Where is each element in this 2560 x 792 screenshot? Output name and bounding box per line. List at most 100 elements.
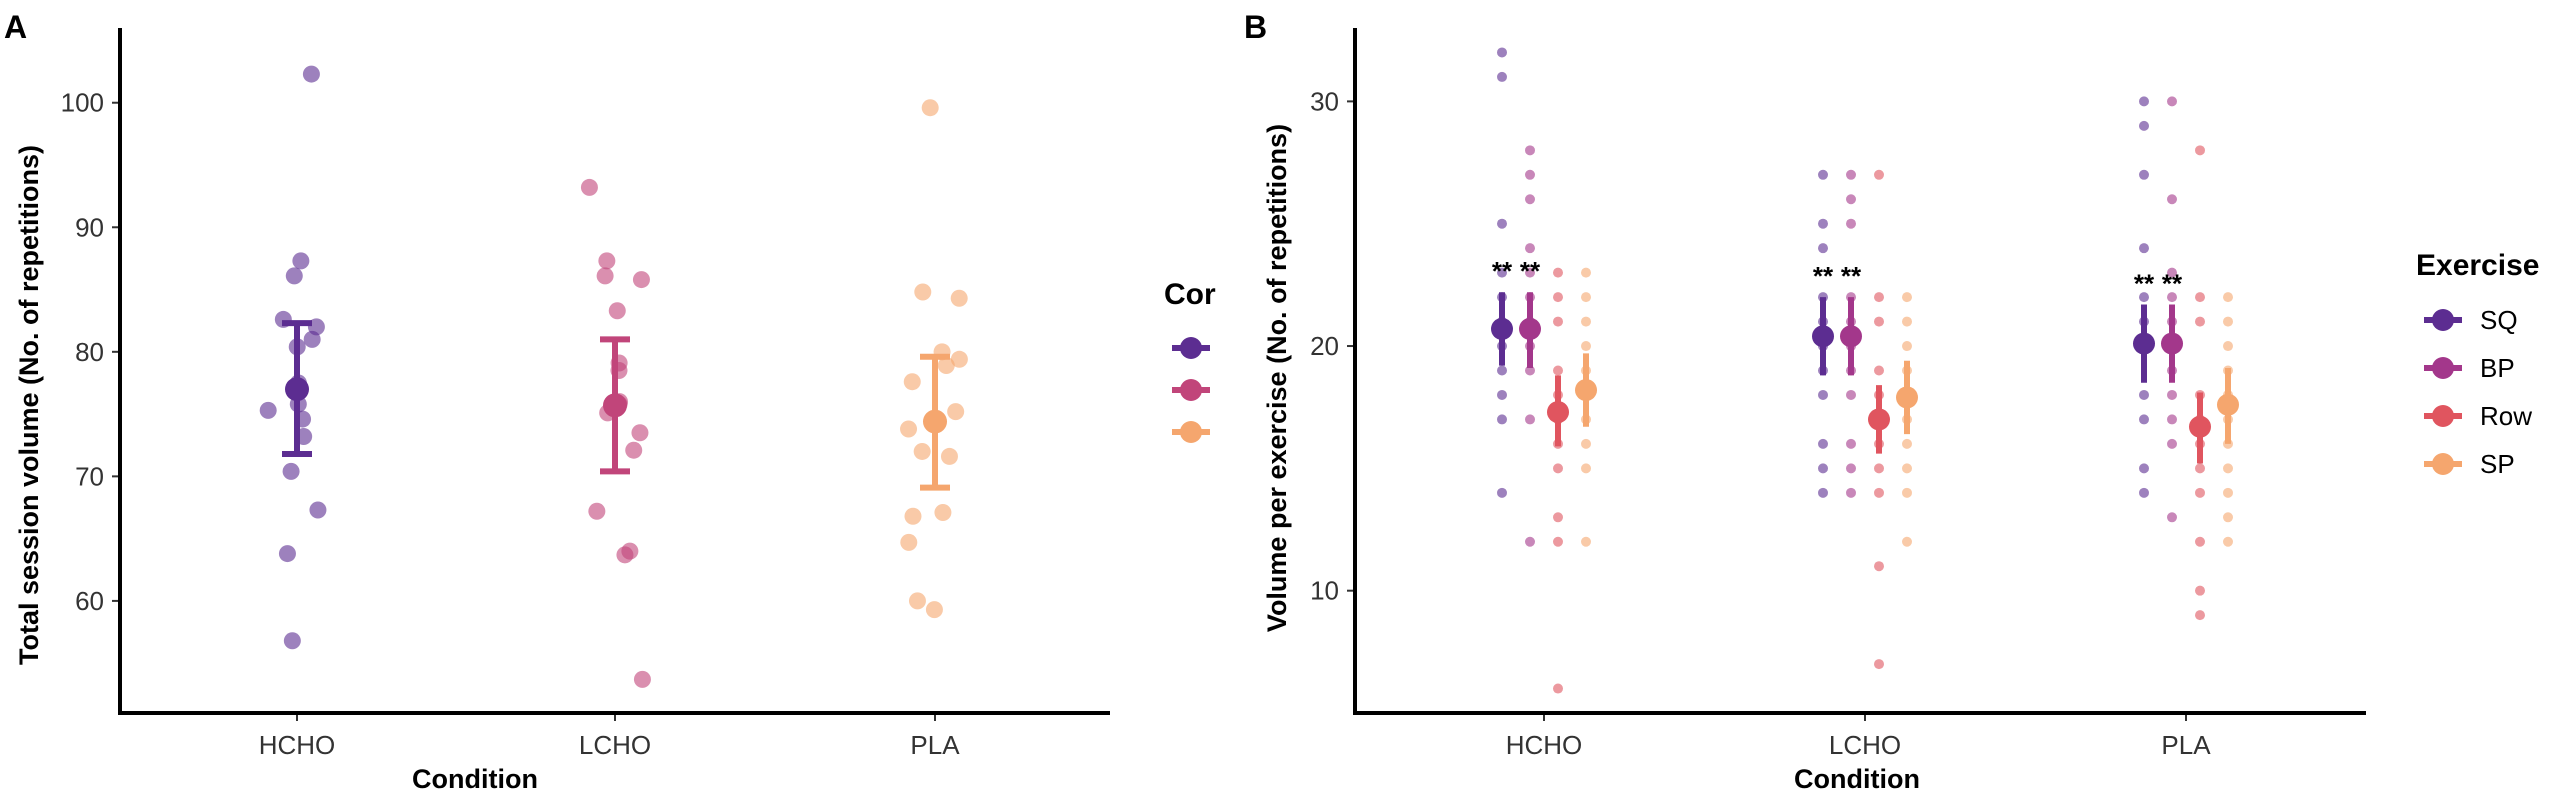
panel-b-data-point bbox=[1902, 438, 1912, 449]
panel-a-data-point bbox=[913, 442, 931, 460]
panel-b-data-point bbox=[2139, 389, 2149, 400]
panel-b-data-point bbox=[2223, 316, 2233, 327]
panel-b-data-point bbox=[2223, 292, 2233, 303]
panel-b-x-tick-label: LCHO bbox=[1829, 730, 1901, 760]
panel-b-legend-key-point bbox=[2432, 357, 2454, 379]
panel-b-mean-point bbox=[2161, 332, 2183, 355]
panel-b-legend-label: BP bbox=[2480, 353, 2515, 383]
panel-b-data-point bbox=[1553, 463, 1563, 474]
panel-a-x-tick-label: PLA bbox=[910, 730, 960, 760]
panel-b-data-point bbox=[1553, 512, 1563, 523]
panel-a-data-point bbox=[303, 330, 321, 348]
panel-b-data-point bbox=[2139, 120, 2149, 131]
panel-b-data-point bbox=[1581, 463, 1591, 474]
panel-b-mean-point bbox=[2217, 393, 2239, 416]
panel-a-mean-ci bbox=[282, 320, 950, 491]
panel-b-data-point bbox=[1846, 194, 1856, 205]
panel-b-data-point bbox=[1497, 47, 1507, 58]
panel-b-data-point bbox=[1818, 169, 1828, 180]
panel-b-data-point bbox=[2223, 536, 2233, 547]
panel-a-data-point bbox=[625, 441, 643, 459]
panel-a-data-point bbox=[633, 670, 651, 688]
panel-b-legend-key-point bbox=[2432, 453, 2454, 475]
panel-a-data-point bbox=[616, 546, 634, 564]
panel-b-data-point bbox=[1846, 438, 1856, 449]
panel-a-data-point bbox=[950, 289, 968, 307]
panel-b-data-point bbox=[2139, 463, 2149, 474]
panel-a-y-ticks: 60 70 80 90 100 bbox=[61, 88, 120, 616]
panel-b-data-point bbox=[1525, 145, 1535, 156]
panel-a-data-point bbox=[900, 533, 918, 551]
panel-b-data-point bbox=[2139, 243, 2149, 254]
panel-b-data-point bbox=[2195, 610, 2205, 621]
panel-a-data-point bbox=[283, 632, 301, 650]
panel-b-data-point bbox=[1846, 218, 1856, 229]
panel-b-data-point bbox=[1581, 267, 1591, 278]
panel-b-data-point bbox=[1553, 365, 1563, 376]
panel-b-mean-point bbox=[1491, 317, 1513, 340]
panel-b-legend-key-point bbox=[2432, 309, 2454, 331]
panel-b-data-point bbox=[1497, 414, 1507, 425]
panel-a-mean-point bbox=[285, 377, 309, 402]
panel-b-significance-markers: ** ** **** ** ** bbox=[1492, 256, 2183, 298]
panel-a-legend-key-point bbox=[1180, 421, 1202, 443]
panel-a-mean-point bbox=[603, 393, 627, 418]
panel-b-data-point bbox=[2195, 487, 2205, 498]
panel-a-data-point bbox=[914, 283, 932, 301]
panel-a-data-point bbox=[950, 350, 968, 368]
panel-a-data-point bbox=[937, 357, 955, 375]
panel-a-x-axis-title: Condition bbox=[412, 764, 538, 792]
panel-b-data-point bbox=[1874, 463, 1884, 474]
panel-b-significance-marker: ** bbox=[2134, 268, 2155, 298]
panel-b-data-point bbox=[2223, 463, 2233, 474]
panel-b-data-point bbox=[1497, 365, 1507, 376]
panel-b-significance-marker: ** bbox=[1841, 261, 1862, 291]
panel-b-data-point bbox=[2195, 585, 2205, 596]
panel-b-data-point bbox=[2167, 267, 2177, 278]
panel-a-data-point bbox=[292, 252, 310, 270]
panel-b-data-point bbox=[2195, 536, 2205, 547]
panel-b-data-point bbox=[1497, 267, 1507, 278]
panel-a-data-point bbox=[285, 267, 303, 285]
panel-b-legend: Exercise SQ BP Row SP bbox=[2416, 249, 2539, 479]
panel-a-data-point bbox=[903, 373, 921, 391]
panel-b-data-point bbox=[1874, 292, 1884, 303]
panel-b-data-point bbox=[1497, 487, 1507, 498]
panel-a-y-tick-label: 80 bbox=[75, 337, 104, 367]
panel-b-data-point bbox=[2139, 292, 2149, 303]
panel-b-legend-title: Exercise bbox=[2416, 249, 2539, 282]
panel-b-data-point bbox=[1902, 463, 1912, 474]
panel-b-data-point bbox=[1525, 243, 1535, 254]
panel-a-legend: Cor bbox=[1164, 278, 1216, 443]
panel-a-data-point bbox=[934, 503, 952, 521]
panel-b-mean-point bbox=[1896, 386, 1918, 409]
panel-b-data-point bbox=[1553, 292, 1563, 303]
panel-b-data-point bbox=[1818, 389, 1828, 400]
panel-b-data-point bbox=[1818, 463, 1828, 474]
panel-b-data-point bbox=[1581, 341, 1591, 352]
panel-b-y-axis-title: Volume per exercise (No. of repetitions) bbox=[1262, 124, 1292, 632]
panel-b-data-point bbox=[1525, 194, 1535, 205]
panel-b-data-point bbox=[1525, 536, 1535, 547]
panel-b-significance-marker: ** bbox=[2162, 268, 2183, 298]
panel-b-data-point bbox=[1874, 169, 1884, 180]
panel-b-data-point bbox=[1818, 487, 1828, 498]
panel-b-data-point bbox=[1846, 389, 1856, 400]
panel-a-mean-point bbox=[923, 409, 947, 434]
panel-b-data-point bbox=[1553, 536, 1563, 547]
panel-b-data-point bbox=[1902, 292, 1912, 303]
panel-b-data-point bbox=[1846, 169, 1856, 180]
panel-b-data-point bbox=[1581, 438, 1591, 449]
panel-b-data-point bbox=[1818, 438, 1828, 449]
panel-b-data-point bbox=[2223, 487, 2233, 498]
panel-a-legend-key-point bbox=[1180, 337, 1202, 359]
panel-a-y-axis-title: Total session volume (No. of repetitions… bbox=[14, 145, 44, 665]
panel-b-data-point bbox=[2195, 145, 2205, 156]
panel-b-data-point bbox=[2195, 316, 2205, 327]
panel-a-y-tick-label: 90 bbox=[75, 212, 104, 242]
panel-b-data-points bbox=[1497, 47, 2233, 694]
panel-b-data-point bbox=[1525, 414, 1535, 425]
panel-b-y-tick-label: 30 bbox=[1310, 86, 1339, 116]
panel-b-data-point bbox=[1497, 218, 1507, 229]
panel-b-y-ticks: 10 20 30 bbox=[1310, 86, 1355, 606]
